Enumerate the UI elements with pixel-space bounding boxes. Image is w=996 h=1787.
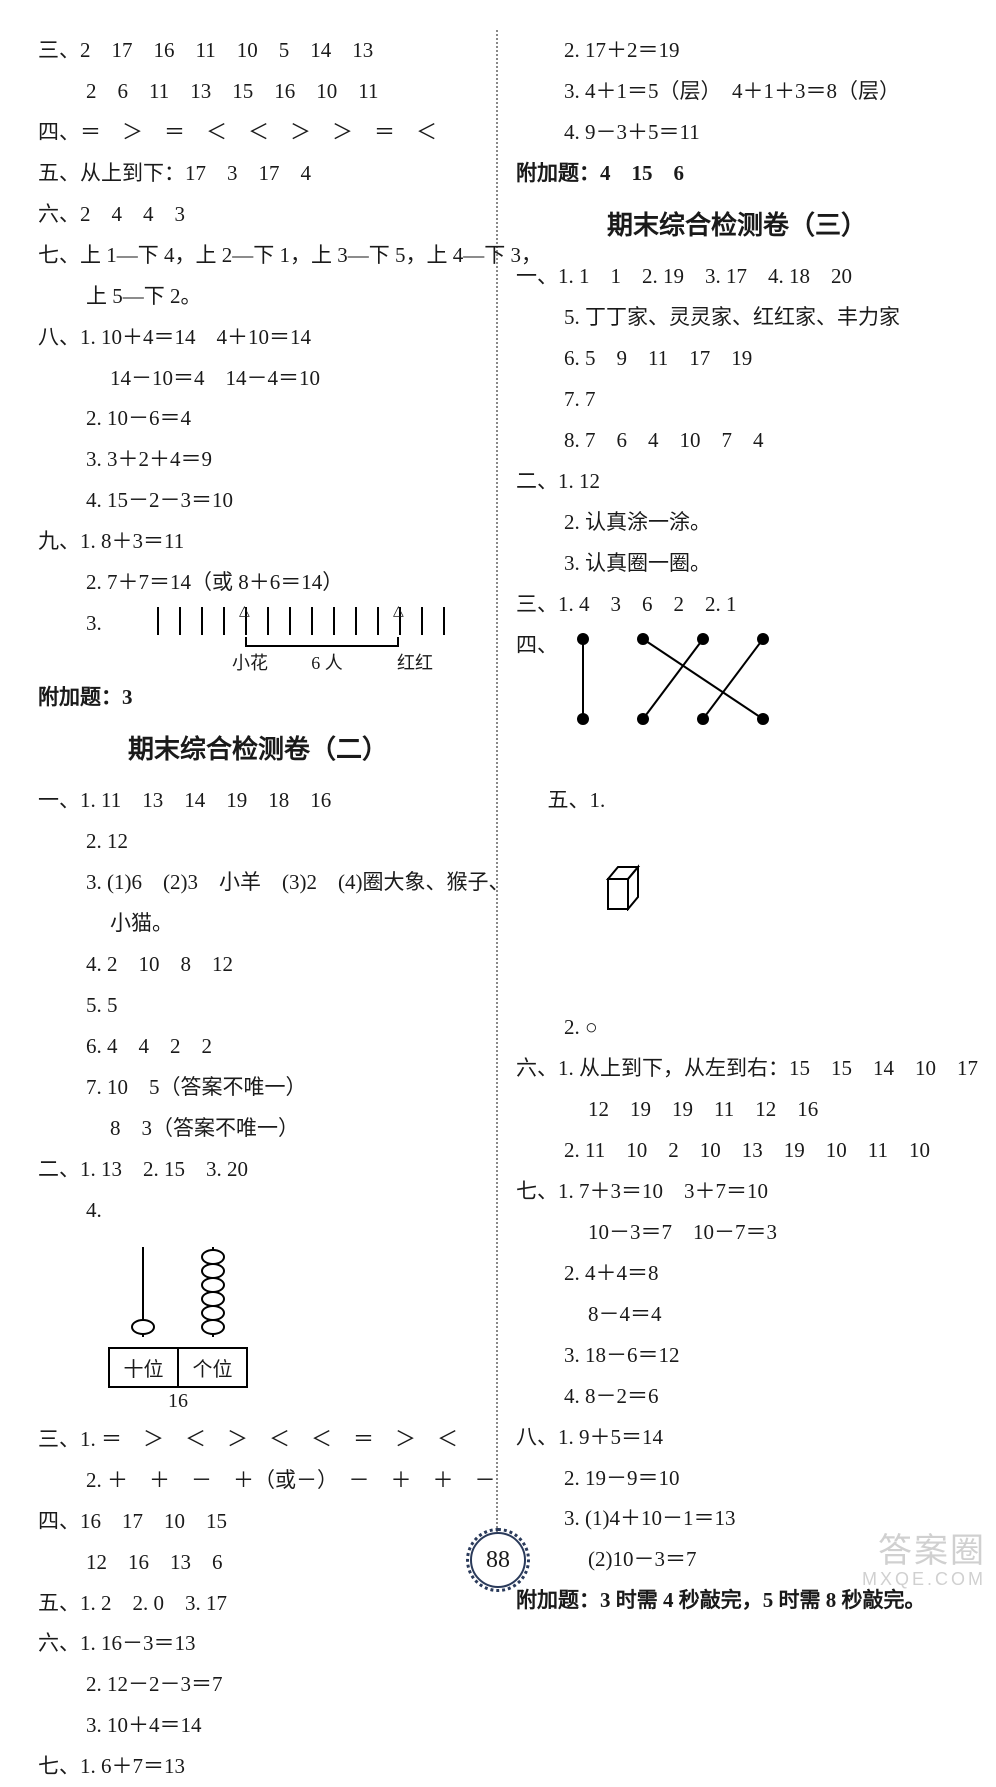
extra-label: 附加题：3 [38,677,478,718]
text-line: 二、1. 12 [516,461,958,502]
text-line: 一、1. 11 13 14 19 18 16 [38,780,478,821]
text-line: 3. 18－6＝12 [516,1335,958,1376]
extra-label: 附加题：3 时需 4 秒敲完，5 时需 8 秒敲完。 [516,1580,958,1621]
text-line: 五、从上到下：17 3 17 4 [38,153,478,194]
text-line: 2. 7＋7＝14（或 8＋6＝14） [38,562,478,603]
text-line: 3. 3＋2＋4＝9 [38,439,478,480]
text-line: 2. ○ [516,1007,958,1048]
matching-diagram [568,629,778,739]
abacus-ones-label: 个位 [179,1349,246,1386]
text-line: 4. 2 10 8 12 [38,944,478,985]
text-line: 3. 4＋1＝5（层） 4＋1＋3＝8（层） [516,71,958,112]
text-line: 3. 10＋4＝14 [38,1705,478,1746]
text-line: 2. ＋ ＋ － ＋（或－） － ＋ ＋ － [38,1460,478,1501]
text-line: 2. 4＋4＝8 [516,1253,958,1294]
section-4-label: 四、 [516,625,558,666]
text-line: 4. 8－2＝6 [516,1376,958,1417]
text-line: 二、1. 13 2. 15 3. 20 [38,1149,478,1190]
text-line: 4. [38,1190,478,1231]
number-line-diagram: △△小花6 人红红 [157,607,478,677]
text-line: 2 6 11 13 15 16 10 11 [38,71,478,112]
text-line: 12 16 13 6 [38,1542,478,1583]
cube-icon [556,820,648,966]
text-line: 七、上 1—下 4，上 2—下 1，上 3—下 5，上 4—下 3， [38,235,478,276]
text-line: 8. 7 6 4 10 7 4 [516,420,958,461]
text-line: 八、1. 9＋5＝14 [516,1417,958,1458]
text-line: 2. 12－2－3＝7 [38,1664,478,1705]
extra-label: 附加题：4 15 6 [516,153,958,194]
abacus-tens-label: 十位 [110,1349,179,1386]
left-column: 三、2 17 16 11 10 5 14 13 2 6 11 13 15 16 … [20,30,498,1540]
text-line: 四、＝ ＞ ＝ ＜ ＜ ＞ ＞ ＝ ＜ [38,112,478,153]
text-line: 九、1. 8＋3＝11 [38,521,478,562]
abacus-diagram: 十位 个位 16 [108,1237,478,1413]
text-line: 2. 12 [38,821,478,862]
q9-3-prefix: 3. [38,603,107,677]
text-line: 一、1. 1 1 2. 19 3. 17 4. 18 20 [516,256,958,297]
text-line: 2. 认真涂一涂。 [516,502,958,543]
text-line: 七、1. 6＋7＝13 [38,1746,478,1787]
text-line: 2. 11 10 2 10 13 19 10 11 10 [516,1130,958,1171]
text-line: 六、2 4 4 3 [38,194,478,235]
text-line: 4. 15－2－3＝10 [38,480,478,521]
text-line: 4. 9－3＋5＝11 [516,112,958,153]
text-line: 八、1. 10＋4＝14 4＋10＝14 [38,317,478,358]
text-line: 3. 认真圈一圈。 [516,543,958,584]
right-column: 2. 17＋2＝19 3. 4＋1＝5（层） 4＋1＋3＝8（层） 4. 9－3… [498,30,976,1540]
text-line: 2. 17＋2＝19 [516,30,958,71]
text-line: 五、1. [516,739,958,1008]
text-line: 三、1. 4 3 6 2 2. 1 [516,584,958,625]
text-line: 三、1. ＝ ＞ ＜ ＞ ＜ ＜ ＝ ＞ ＜ [38,1419,478,1460]
text-line: 5. 5 [38,985,478,1026]
text-line: 六、1. 从上到下，从左到右：15 15 14 10 17 19 [516,1048,958,1089]
text-line: 5. 丁丁家、灵灵家、红红家、丰力家 [516,297,958,338]
text-line: 7. 10 5（答案不唯一） [38,1067,478,1108]
text-line: 3. (1)4＋10－1＝13 [516,1498,958,1539]
text-line: 五、1. 2 2. 0 3. 17 [38,1583,478,1624]
text-line: 三、2 17 16 11 10 5 14 13 [38,30,478,71]
text-line: 6. 4 4 2 2 [38,1026,478,1067]
text-line: 2. 19－9＝10 [516,1458,958,1499]
text-line: 3. (1)6 (2)3 小羊 (3)2 (4)圈大象、猴子、 [38,862,478,903]
text-line: 8－4＝4 [516,1294,958,1335]
q5-1-prefix: 五、1. [548,788,611,812]
text-line: 上 5—下 2。 [38,276,478,317]
text-line: 10－3＝7 10－7＝3 [516,1212,958,1253]
text-line: 12 19 19 11 12 16 [516,1089,958,1130]
text-line: 四、16 17 10 15 [38,1501,478,1542]
text-line: 七、1. 7＋3＝10 3＋7＝10 [516,1171,958,1212]
text-line: 8 3（答案不唯一） [38,1108,478,1149]
page-number-badge: 88 [470,1532,526,1588]
page: 三、2 17 16 11 10 5 14 13 2 6 11 13 15 16 … [0,0,996,1600]
abacus-number: 16 [108,1388,248,1413]
text-line: 6. 5 9 11 17 19 [516,338,958,379]
text-line: (2)10－3＝7 [516,1539,958,1580]
text-line: 小猫。 [38,903,478,944]
text-line: 7. 7 [516,379,958,420]
text-line: 六、1. 16－3＝13 [38,1623,478,1664]
section-title: 期末综合检测卷（三） [516,194,958,256]
text-line: 14－10＝4 14－4＝10 [38,358,478,399]
section-title: 期末综合检测卷（二） [38,718,478,780]
text-line: 2. 10－6＝4 [38,398,478,439]
